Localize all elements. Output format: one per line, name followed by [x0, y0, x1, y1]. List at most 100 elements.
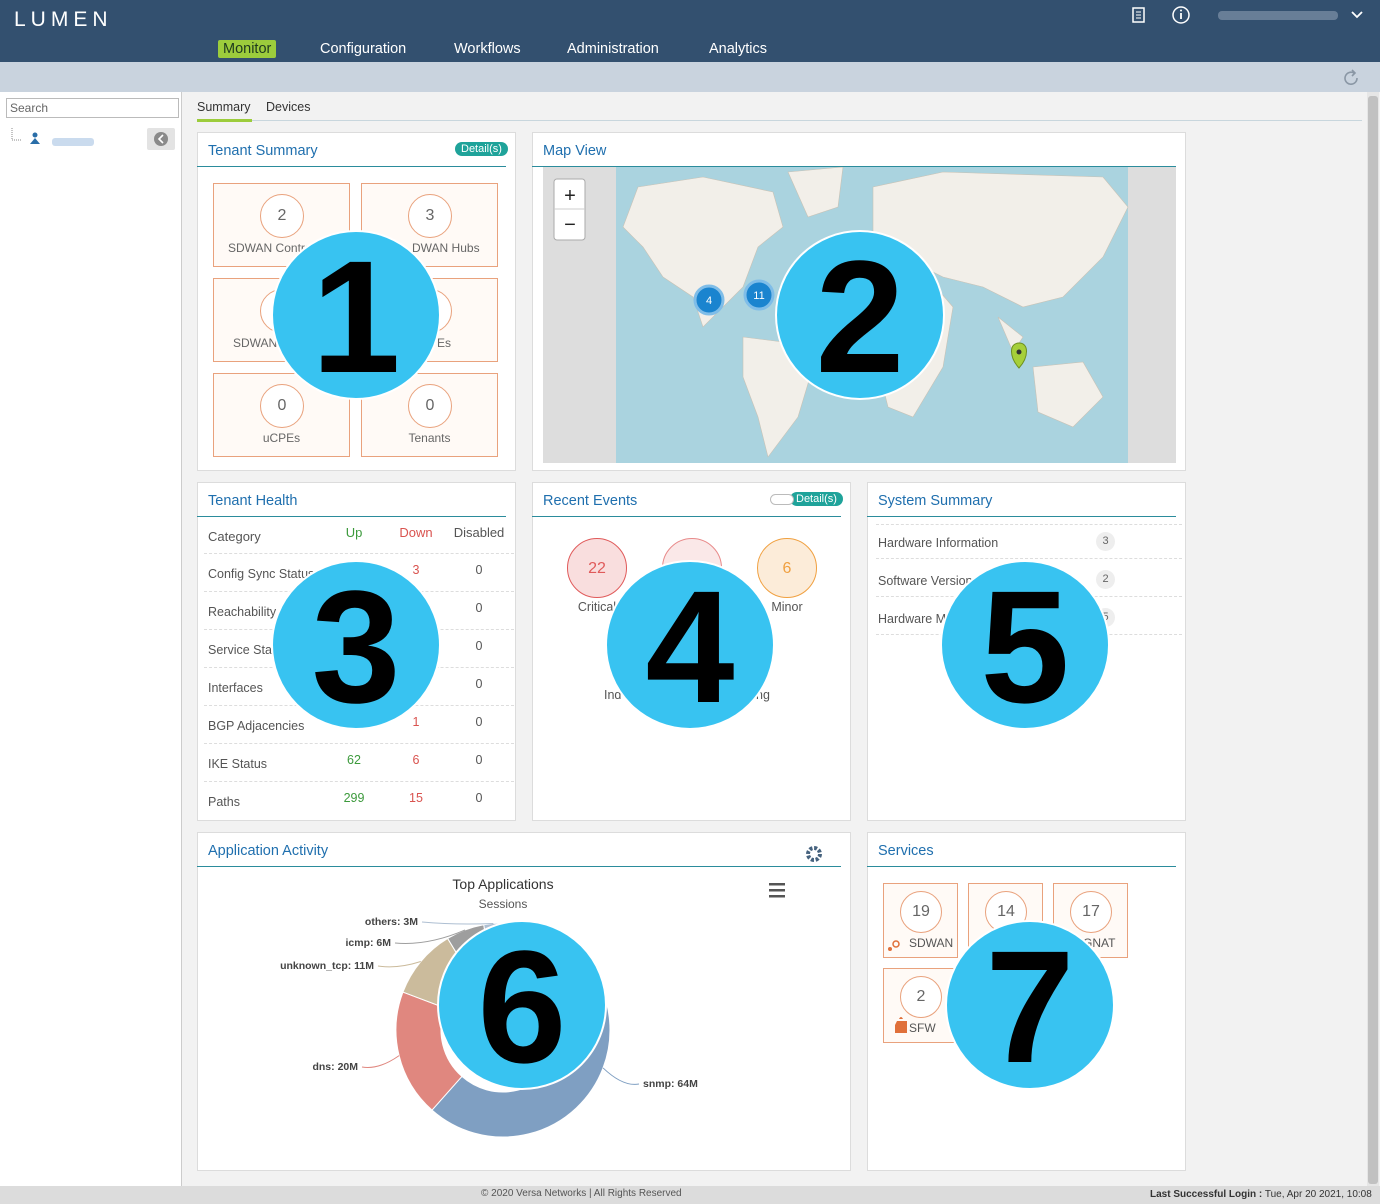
slice-label: dns: 20M [312, 1061, 358, 1073]
chart-menu[interactable] [769, 883, 785, 886]
row-divider [204, 743, 514, 744]
service-label: SFW [909, 1021, 936, 1035]
nav-item[interactable]: Monitor [218, 40, 277, 58]
tile-label: DWAN Hubs [412, 241, 480, 255]
gear[interactable] [806, 846, 822, 862]
health-category: BGP Adjacencies [208, 719, 305, 733]
cluster-marker[interactable] [743, 279, 775, 311]
health-value: 15 [409, 791, 423, 805]
service-circle [1070, 891, 1112, 933]
refresh-icon[interactable] [1340, 67, 1362, 89]
row-divider [876, 524, 1182, 525]
panel-title: Map View [543, 143, 607, 159]
event-label: Critical [577, 600, 617, 614]
user-menu[interactable] [1351, 11, 1363, 19]
slice-label: icmp: 6M [345, 937, 391, 949]
panel-rule [532, 166, 1176, 167]
tab-rule [197, 120, 1362, 121]
sdwan-icon [888, 947, 892, 951]
footer [0, 1186, 1380, 1204]
zoom-in[interactable]: + [564, 185, 576, 207]
user-blurred [1218, 11, 1338, 20]
tile-value: 2 [277, 207, 287, 224]
nav-item[interactable]: Administration [567, 41, 659, 57]
nav-item[interactable]: Analytics [709, 41, 768, 57]
callout-number: 5 [981, 557, 1070, 736]
service-count: 14 [997, 903, 1015, 920]
tile-value: 0 [277, 397, 287, 414]
tenant-blurred [52, 138, 94, 146]
health-value: 0 [475, 639, 483, 653]
health-value: 0 [475, 563, 483, 577]
callout-circle [945, 920, 1115, 1090]
land [787, 167, 844, 218]
search-box[interactable]: Search [6, 98, 179, 118]
health-value: 3 [412, 563, 420, 577]
health-value: 6 [412, 753, 420, 767]
event-bubble[interactable] [757, 538, 817, 598]
details-button[interactable]: Detail(s) [790, 492, 843, 506]
summary-row: Hardware Information [878, 536, 999, 550]
callout-number: 1 [312, 227, 401, 406]
chart-menu[interactable] [769, 889, 785, 892]
toggle[interactable] [770, 494, 794, 505]
service-count: 17 [1082, 903, 1100, 920]
service-label: SDWAN [909, 936, 954, 950]
info-icon[interactable] [1172, 6, 1190, 24]
event-count: 22 [588, 560, 606, 577]
event-label: Minor [771, 600, 803, 614]
column-header: Disabled [453, 525, 505, 540]
event-bubble[interactable] [567, 538, 627, 598]
row-divider [204, 781, 514, 782]
details-button[interactable]: Detail(s) [455, 142, 508, 156]
tile-label: Es [437, 336, 452, 350]
panel-rule [867, 516, 1176, 517]
event-label: Ind [604, 688, 622, 702]
health-category: Reachability [208, 605, 277, 619]
panel-rule [532, 516, 841, 517]
panel-rule [197, 866, 841, 867]
panel-rule [197, 166, 506, 167]
health-value: 0 [475, 791, 483, 805]
health-value: 0 [475, 753, 483, 767]
health-category: IKE Status [208, 757, 268, 771]
callout-number: 6 [478, 917, 567, 1096]
pin-dot [1016, 349, 1022, 355]
tile-circle [260, 194, 304, 238]
health-value: 0 [475, 715, 483, 729]
nav-item[interactable]: Configuration [320, 41, 407, 57]
header-icons [1132, 6, 1363, 24]
leader-line [394, 929, 466, 944]
leader-line [361, 1055, 400, 1068]
nav-item[interactable]: Workflows [454, 41, 521, 57]
chart-menu[interactable] [769, 895, 785, 898]
callout-circle [940, 560, 1110, 730]
panel-title: System Summary [878, 493, 993, 509]
health-value: 299 [343, 791, 365, 805]
count-badge: 3 [1096, 532, 1115, 551]
tile-label: SDWAN Contro [228, 241, 312, 255]
tile-value: 3 [425, 207, 435, 224]
panel-title: Services [878, 843, 934, 859]
logo: LUMEN [14, 8, 113, 31]
land [622, 176, 784, 328]
health-category: Service Stat [208, 643, 276, 657]
tab[interactable]: Devices [266, 100, 311, 114]
report-icon[interactable] [1132, 7, 1145, 23]
column-header: Up [345, 525, 363, 540]
callout-number: 4 [646, 557, 735, 736]
service-circle [900, 891, 942, 933]
slice-label: snmp: 64M [643, 1078, 698, 1090]
service-count: 2 [916, 988, 926, 1005]
health-category: Config Sync Status [208, 567, 315, 581]
copyright: © 2020 Versa Networks | All Rights Reser… [481, 1188, 682, 1199]
location-pin[interactable] [1011, 342, 1027, 369]
scroll-thumb[interactable] [1368, 96, 1378, 1184]
panel-title: Application Activity [208, 843, 329, 859]
tile-label: uCPEs [262, 431, 301, 445]
cluster-marker[interactable] [693, 284, 725, 316]
zoom-out[interactable]: − [564, 214, 576, 236]
panel-title: Tenant Summary [208, 143, 318, 159]
tab[interactable]: Summary [197, 100, 251, 114]
summary-row: Hardware M [878, 612, 947, 626]
